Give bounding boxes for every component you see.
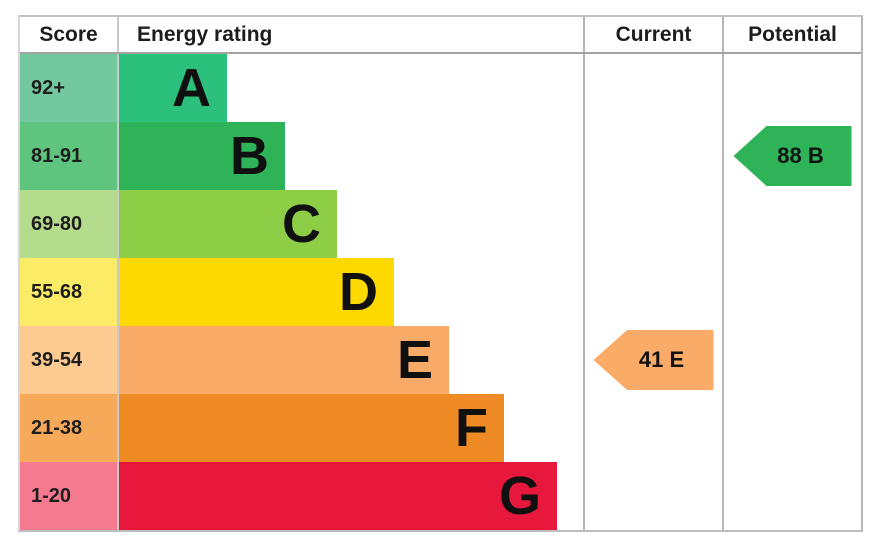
rating-bar-cell: B <box>117 122 583 190</box>
potential-column-cell <box>722 394 861 462</box>
header-energy-rating: Energy rating <box>117 17 583 52</box>
rating-letter: A <box>172 58 211 118</box>
rating-letter: F <box>455 398 488 458</box>
potential-column-cell <box>722 54 861 122</box>
current-column-cell <box>583 394 722 462</box>
header-score: Score <box>39 22 98 46</box>
rating-bar: B <box>119 122 285 190</box>
epc-rows: 92+ A 81-91 B <box>20 54 861 530</box>
rating-bar-cell: G <box>117 462 583 530</box>
header-potential: Potential <box>722 17 861 52</box>
score-range-cell: 92+ <box>20 54 117 122</box>
score-range-cell: 21-38 <box>20 394 117 462</box>
current-rating-left-arrow: 41 E <box>593 330 714 390</box>
current-column-cell <box>583 190 722 258</box>
header-current: Current <box>583 17 722 52</box>
score-range-cell: 81-91 <box>20 122 117 190</box>
potential-column-cell <box>722 258 861 326</box>
rating-bar: E <box>119 326 449 394</box>
epc-table: Score Energy rating Current Potential 92… <box>18 15 863 532</box>
score-range-cell: 69-80 <box>20 190 117 258</box>
rating-row: 39-54 E 41 E <box>20 326 861 394</box>
rating-row: 81-91 B 88 B <box>20 122 861 190</box>
rating-letter: D <box>339 262 378 322</box>
potential-column-cell <box>722 190 861 258</box>
rating-letter: G <box>498 466 541 526</box>
rating-row: 21-38 F <box>20 394 861 462</box>
rating-bar: C <box>119 190 337 258</box>
score-range-cell: 39-54 <box>20 326 117 394</box>
rating-row: 55-68 D <box>20 258 861 326</box>
potential-column-cell <box>722 326 861 394</box>
score-range-cell: 1-20 <box>20 462 117 530</box>
current-column-cell: 41 E <box>583 326 722 394</box>
rating-bar: A <box>119 54 227 122</box>
rating-bar-cell: F <box>117 394 583 462</box>
current-column-cell <box>583 462 722 530</box>
rating-bar: G <box>119 462 557 530</box>
rating-row: 92+ A <box>20 54 861 122</box>
rating-letter: E <box>396 330 433 390</box>
potential-rating-left-arrow: 88 B <box>733 126 852 186</box>
rating-bar-cell: D <box>117 258 583 326</box>
current-column-cell <box>583 54 722 122</box>
rating-bar-cell: E <box>117 326 583 394</box>
rating-bar: D <box>119 258 394 326</box>
score-range-cell: 55-68 <box>20 258 117 326</box>
table-header: Score Energy rating Current Potential <box>20 17 861 54</box>
rating-letter: C <box>282 194 321 254</box>
current-rating-label: 41 E <box>638 347 685 372</box>
rating-row: 69-80 C <box>20 190 861 258</box>
potential-column-cell: 88 B <box>722 122 861 190</box>
rating-bar-cell: C <box>117 190 583 258</box>
current-column-cell <box>583 258 722 326</box>
potential-column-cell <box>722 462 861 530</box>
rating-bar: F <box>119 394 504 462</box>
rating-letter: B <box>230 126 269 186</box>
rating-row: 1-20 G <box>20 462 861 530</box>
current-column-cell <box>583 122 722 190</box>
potential-rating-label: 88 B <box>777 143 824 168</box>
rating-bar-cell: A <box>117 54 583 122</box>
